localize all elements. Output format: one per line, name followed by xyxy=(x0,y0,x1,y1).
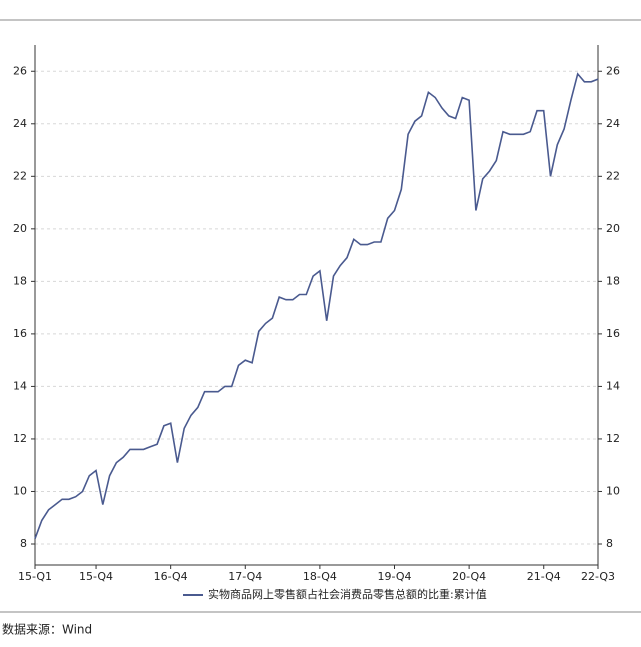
line-series xyxy=(34,72,599,539)
y-tick-label: 24 xyxy=(13,117,27,130)
y2-tick-label: 18 xyxy=(606,274,620,287)
y-tick-label: 22 xyxy=(13,169,27,182)
y-tick-label: 16 xyxy=(13,327,27,340)
y2-tick-label: 16 xyxy=(606,327,620,340)
y-tick-label: 10 xyxy=(13,484,27,497)
x-tick-label: 17-Q4 xyxy=(228,570,262,583)
y-tick-label: 8 xyxy=(20,537,27,550)
x-tick-label: 18-Q4 xyxy=(303,570,337,583)
x-tick-label: 15-Q1 xyxy=(18,570,52,583)
x-tick-label: 19-Q4 xyxy=(377,570,411,583)
y-tick-label: 20 xyxy=(13,222,27,235)
x-tick-label: 22-Q3 xyxy=(581,570,615,583)
y2-tick-label: 20 xyxy=(606,222,620,235)
x-tick-label: 15-Q4 xyxy=(79,570,113,583)
y2-tick-label: 14 xyxy=(606,379,620,392)
y2-tick-label: 22 xyxy=(606,169,620,182)
x-tick-label: 21-Q4 xyxy=(527,570,561,583)
y2-tick-label: 12 xyxy=(606,432,620,445)
legend-label: 实物商品网上零售额占社会消费品零售总额的比重:累计值 xyxy=(208,587,487,601)
source-note: 数据来源：Wind xyxy=(2,622,92,637)
x-tick-label: 20-Q4 xyxy=(452,570,486,583)
y2-tick-label: 24 xyxy=(606,117,620,130)
y-tick-label: 14 xyxy=(13,379,27,392)
y-tick-label: 18 xyxy=(13,274,27,287)
y-tick-label: 12 xyxy=(13,432,27,445)
y2-tick-label: 8 xyxy=(606,537,613,550)
x-tick-label: 16-Q4 xyxy=(154,570,188,583)
y-tick-label: 26 xyxy=(13,64,27,77)
y2-tick-label: 26 xyxy=(606,64,620,77)
y2-tick-label: 10 xyxy=(606,484,620,497)
